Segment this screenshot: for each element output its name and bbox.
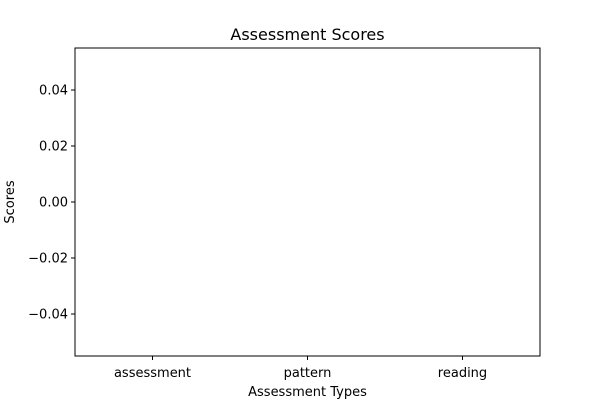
y-tick-label: 0.02 bbox=[39, 140, 68, 155]
y-axis-label: Scores bbox=[3, 180, 18, 223]
y-tick-label: −0.02 bbox=[28, 252, 68, 267]
y-axis-ticks: −0.04 −0.02 0.00 0.02 0.04 bbox=[28, 84, 75, 323]
chart-title: Assessment Scores bbox=[230, 25, 384, 44]
x-tick-label-reading: reading bbox=[438, 366, 487, 381]
y-tick-label: 0.00 bbox=[39, 196, 68, 211]
x-axis-ticks: assessment pattern reading bbox=[114, 356, 487, 381]
y-tick-label: −0.04 bbox=[28, 308, 68, 323]
x-tick-label-assessment: assessment bbox=[114, 366, 191, 381]
x-axis-label: Assessment Types bbox=[248, 385, 367, 400]
y-tick-label: 0.04 bbox=[39, 84, 68, 99]
x-tick-label-pattern: pattern bbox=[284, 366, 332, 381]
